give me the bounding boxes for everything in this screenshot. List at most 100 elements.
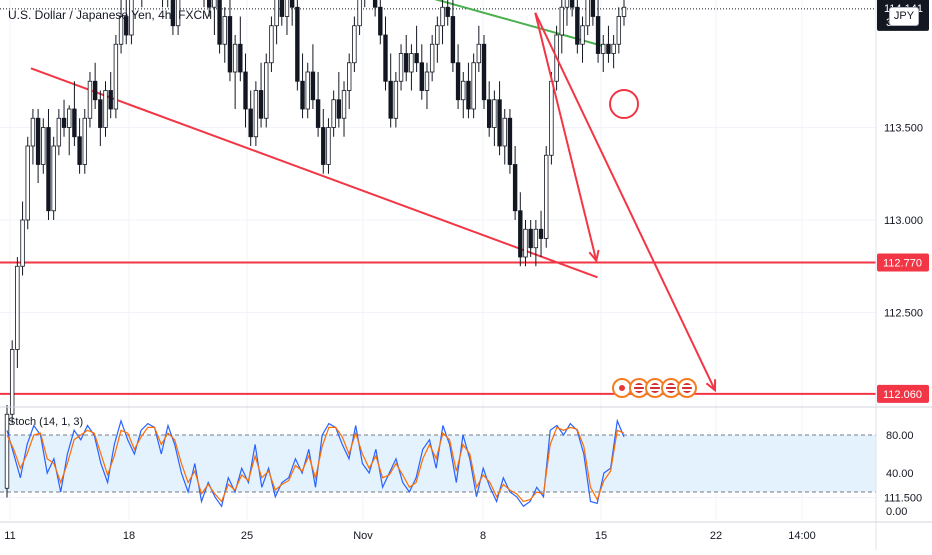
candle-body <box>41 127 46 165</box>
candle-body <box>357 0 362 27</box>
candle-body <box>15 265 20 350</box>
candle-body <box>35 117 41 165</box>
event-flag-us-icon[interactable] <box>677 378 697 398</box>
candle-body <box>295 6 300 82</box>
candle-body <box>409 53 414 73</box>
candle-body <box>51 145 56 212</box>
candle-body <box>533 228 539 249</box>
candle-body <box>601 43 606 54</box>
candle-body <box>476 43 482 64</box>
candle-body <box>518 210 523 258</box>
x-tick-label: 25 <box>241 530 253 542</box>
candle-body <box>404 53 409 73</box>
level-price-label: 112.060 <box>883 389 922 401</box>
candle-body <box>321 127 326 165</box>
candle-body <box>455 62 461 101</box>
candle-body <box>424 71 430 91</box>
candle-body <box>92 80 98 101</box>
candle-body <box>284 0 290 17</box>
candle-body <box>238 43 243 73</box>
projection-arrow[interactable] <box>534 12 598 261</box>
candle-body <box>67 108 72 128</box>
candle-body <box>507 117 513 165</box>
candle-body <box>56 117 62 147</box>
candle-body <box>528 228 533 249</box>
level-price-tag <box>877 253 929 272</box>
candle-body <box>118 16 124 45</box>
stoch-line-d <box>6 426 625 503</box>
candle-body <box>72 108 77 138</box>
candle-body <box>170 0 176 27</box>
candle-body <box>336 99 342 119</box>
candle-body <box>207 0 212 8</box>
candle-body <box>564 0 570 8</box>
candle-body <box>289 0 295 8</box>
candle-body <box>248 108 253 138</box>
candle-body <box>595 16 601 54</box>
candle-body <box>331 99 336 128</box>
candle-body <box>77 136 82 165</box>
candle-body <box>383 34 388 82</box>
candle-body <box>549 80 554 156</box>
candle-body <box>103 90 108 128</box>
candle-body <box>502 117 507 147</box>
candle-body <box>98 99 103 128</box>
candle-body <box>30 117 36 147</box>
y-tick-label: 112.500 <box>884 308 923 320</box>
candle-body <box>315 99 321 128</box>
candle-body <box>450 16 456 64</box>
candle-body <box>113 43 119 110</box>
stoch-y-tick-label: 40.00 <box>886 468 914 480</box>
candle-body <box>471 62 476 110</box>
candle-body <box>243 71 248 110</box>
candle-body <box>393 80 399 119</box>
currency-button[interactable]: JPY <box>889 7 919 26</box>
candle-body <box>175 0 181 27</box>
candle-body <box>20 219 25 267</box>
candle-body <box>279 0 284 17</box>
stoch-y-tick-label: 80.00 <box>886 430 914 442</box>
candle-body <box>486 99 492 128</box>
candle-body <box>46 127 51 212</box>
candle-body <box>305 71 310 110</box>
chart-title: U.S. Dollar / Japanese Yen, 4h, FXCM <box>8 8 213 22</box>
stoch-indicator-label[interactable]: Stoch (14, 1, 3) <box>8 416 84 428</box>
candle-body <box>4 413 10 489</box>
candle-body <box>590 0 596 17</box>
candle-body <box>326 127 331 165</box>
projection-arrowhead <box>588 249 600 263</box>
stoch-y-tick-label: 0.00 <box>886 506 907 518</box>
resistance-trendline[interactable] <box>19 0 604 48</box>
candle-body <box>585 0 590 27</box>
candle-body <box>352 25 357 64</box>
candle-body <box>222 16 227 45</box>
highlight-circle[interactable] <box>609 89 639 119</box>
x-tick-label: 22 <box>710 530 722 542</box>
candle-body <box>264 62 269 119</box>
candle-body <box>269 25 274 64</box>
y-tick-label: 113.500 <box>884 123 923 135</box>
candle-body <box>347 62 352 91</box>
stoch-band <box>0 435 876 492</box>
candle-body <box>87 80 93 119</box>
candle-body <box>372 0 378 8</box>
candle-body <box>9 349 15 415</box>
candle-body <box>124 16 129 36</box>
candle-body <box>232 43 238 73</box>
x-tick-label: 15 <box>595 530 607 542</box>
projection-arrow[interactable] <box>534 12 716 391</box>
candle-body <box>258 90 264 119</box>
candle-body <box>512 164 518 212</box>
candle-body <box>461 80 466 101</box>
candle-body <box>61 117 67 128</box>
candle-body <box>606 43 611 54</box>
candle-body <box>523 228 528 258</box>
channel-support-trendline[interactable] <box>30 67 598 279</box>
candle-body <box>82 117 87 165</box>
candle-body <box>466 80 471 110</box>
candle-body <box>253 90 259 138</box>
candle-body <box>217 0 222 45</box>
candle-body <box>575 6 580 45</box>
